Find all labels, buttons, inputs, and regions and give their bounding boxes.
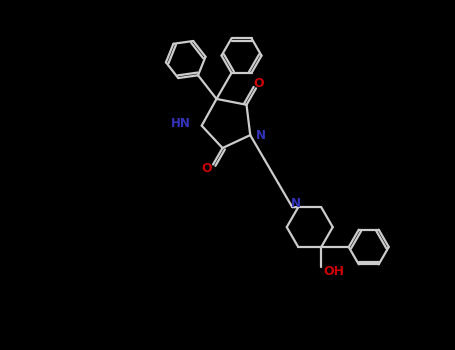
Text: O: O bbox=[253, 77, 264, 90]
Text: N: N bbox=[291, 197, 301, 210]
Text: HN: HN bbox=[171, 117, 191, 130]
Text: O: O bbox=[201, 162, 212, 175]
Text: N: N bbox=[256, 128, 266, 142]
Text: OH: OH bbox=[324, 265, 345, 278]
